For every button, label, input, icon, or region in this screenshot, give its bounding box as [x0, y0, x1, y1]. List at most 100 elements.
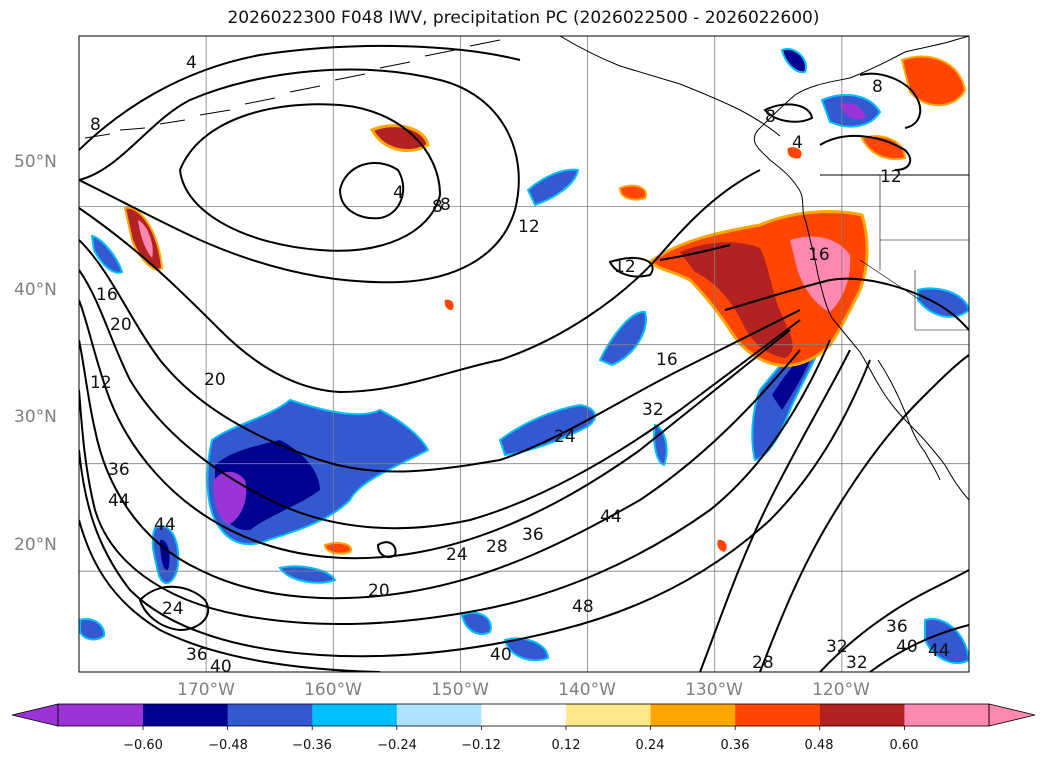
iwv-contours [79, 44, 969, 672]
precip-positive-area [369, 124, 430, 152]
contour-line [724, 277, 969, 331]
contour-line [763, 103, 814, 123]
contour-label: 28 [752, 653, 774, 673]
contour-line [819, 134, 912, 171]
lon-label: 140°W [558, 680, 616, 700]
precip-negative-area [598, 310, 647, 367]
colorbar-segment [566, 704, 652, 726]
contour-line [819, 569, 969, 672]
contour-label: 44 [108, 491, 130, 511]
contour-line [376, 541, 397, 558]
precip-positive-area [717, 539, 727, 552]
contour-label: 8 [90, 115, 101, 135]
aleutian-islands-coastline [84, 39, 501, 139]
colorbar-extend-left [11, 703, 59, 727]
contour-label: 16 [656, 350, 678, 370]
contour-label: 48 [572, 597, 594, 617]
contour-label: 4 [186, 53, 197, 73]
map-content [79, 36, 969, 672]
colorbar-tick-label: 0.24 [635, 738, 665, 753]
north-america-coastline [753, 36, 969, 501]
baja-peninsula-coastline [877, 359, 941, 481]
lon-label: 150°W [431, 680, 489, 700]
lon-label: 160°W [304, 680, 362, 700]
contour-line [338, 161, 405, 220]
colorbar-segment [819, 704, 905, 726]
colorbar-tick-label: −0.60 [123, 738, 163, 753]
contour-line [79, 519, 381, 672]
precip-positive-peak [138, 220, 153, 258]
colorbar-segment [143, 704, 229, 726]
coastlines [84, 36, 969, 501]
contour-label: 36 [108, 460, 130, 480]
contour-line [759, 354, 969, 672]
precip-negative-area [526, 168, 580, 207]
precip-positive-area [444, 299, 454, 310]
contour-label: 8 [872, 77, 883, 97]
contour-line [79, 269, 801, 530]
colorbar-tick-label: 0.12 [551, 738, 581, 753]
colorbar-extend-right [988, 703, 1036, 727]
colorbar-tick-label: −0.24 [377, 738, 417, 753]
precip-positive-area [323, 542, 352, 555]
precip-negative-peak [840, 102, 866, 120]
contour-label: 8 [432, 197, 443, 217]
chart-title: 2026022300 F048 IWV, precipitation PC (2… [227, 8, 820, 28]
contour-line [138, 585, 210, 632]
lon-label: 170°W [177, 680, 235, 700]
contour-label: 36 [886, 617, 908, 637]
colorbar-border [57, 703, 990, 727]
contour-line [699, 349, 851, 672]
contour-line [659, 244, 731, 261]
contour-labels: 4 8 8 4 8 12 12 16 20 20 16 12 36 44 44 … [90, 53, 950, 677]
contour-line [79, 299, 791, 560]
contour-line [859, 72, 922, 129]
contour-label: 12 [880, 167, 902, 187]
contour-label: 4 [393, 183, 404, 203]
contour-label: 24 [554, 427, 576, 447]
colorbar-segment [904, 704, 990, 726]
contour-label: 24 [162, 599, 184, 619]
contour-label: 20 [368, 581, 390, 601]
contour-line [79, 68, 520, 284]
contour-line [869, 624, 969, 672]
contour-label: 28 [486, 537, 508, 557]
precip-negative-area [924, 618, 969, 665]
map-frame [78, 35, 970, 673]
colorbar-segment [481, 704, 567, 726]
contour-line [79, 239, 801, 473]
precip-positive-core [680, 242, 793, 358]
precip-positive-area [787, 147, 802, 159]
contour-label: 24 [446, 545, 468, 565]
contour-label: 4 [792, 133, 803, 153]
contour-label: 16 [808, 245, 830, 265]
contour-label: 12 [614, 257, 636, 277]
contour-line [608, 257, 654, 278]
precip-negative-peak [213, 471, 247, 525]
contour-line [79, 169, 761, 394]
alaska-coastline [559, 36, 781, 137]
lon-label: 130°W [685, 680, 743, 700]
colorbar-tick-label: 0.36 [720, 738, 750, 753]
contour-label: 40 [210, 657, 232, 677]
colorbar-segment [650, 704, 736, 726]
precip-positive-area [618, 184, 647, 201]
contour-line [79, 339, 801, 600]
precip-positive-area [860, 135, 907, 160]
contour-label: 44 [928, 641, 950, 661]
contour-label: 8 [440, 195, 451, 215]
colorbar-segment [735, 704, 821, 726]
precip-positive-peak [790, 236, 851, 312]
contour-label: 32 [642, 400, 664, 420]
contour-label: 12 [518, 217, 540, 237]
colorbar-tick-label: 0.60 [889, 738, 919, 753]
precip-negative-area [780, 48, 807, 74]
contour-label: 12 [90, 373, 112, 393]
colorbar-tick-label: −0.36 [292, 738, 332, 753]
colorbar-segment [58, 704, 143, 726]
contour-label: 44 [600, 507, 622, 527]
precip-negative-area [460, 611, 492, 635]
colorbar-tick-label: −0.48 [208, 738, 248, 753]
precip-negative-area [278, 565, 337, 584]
